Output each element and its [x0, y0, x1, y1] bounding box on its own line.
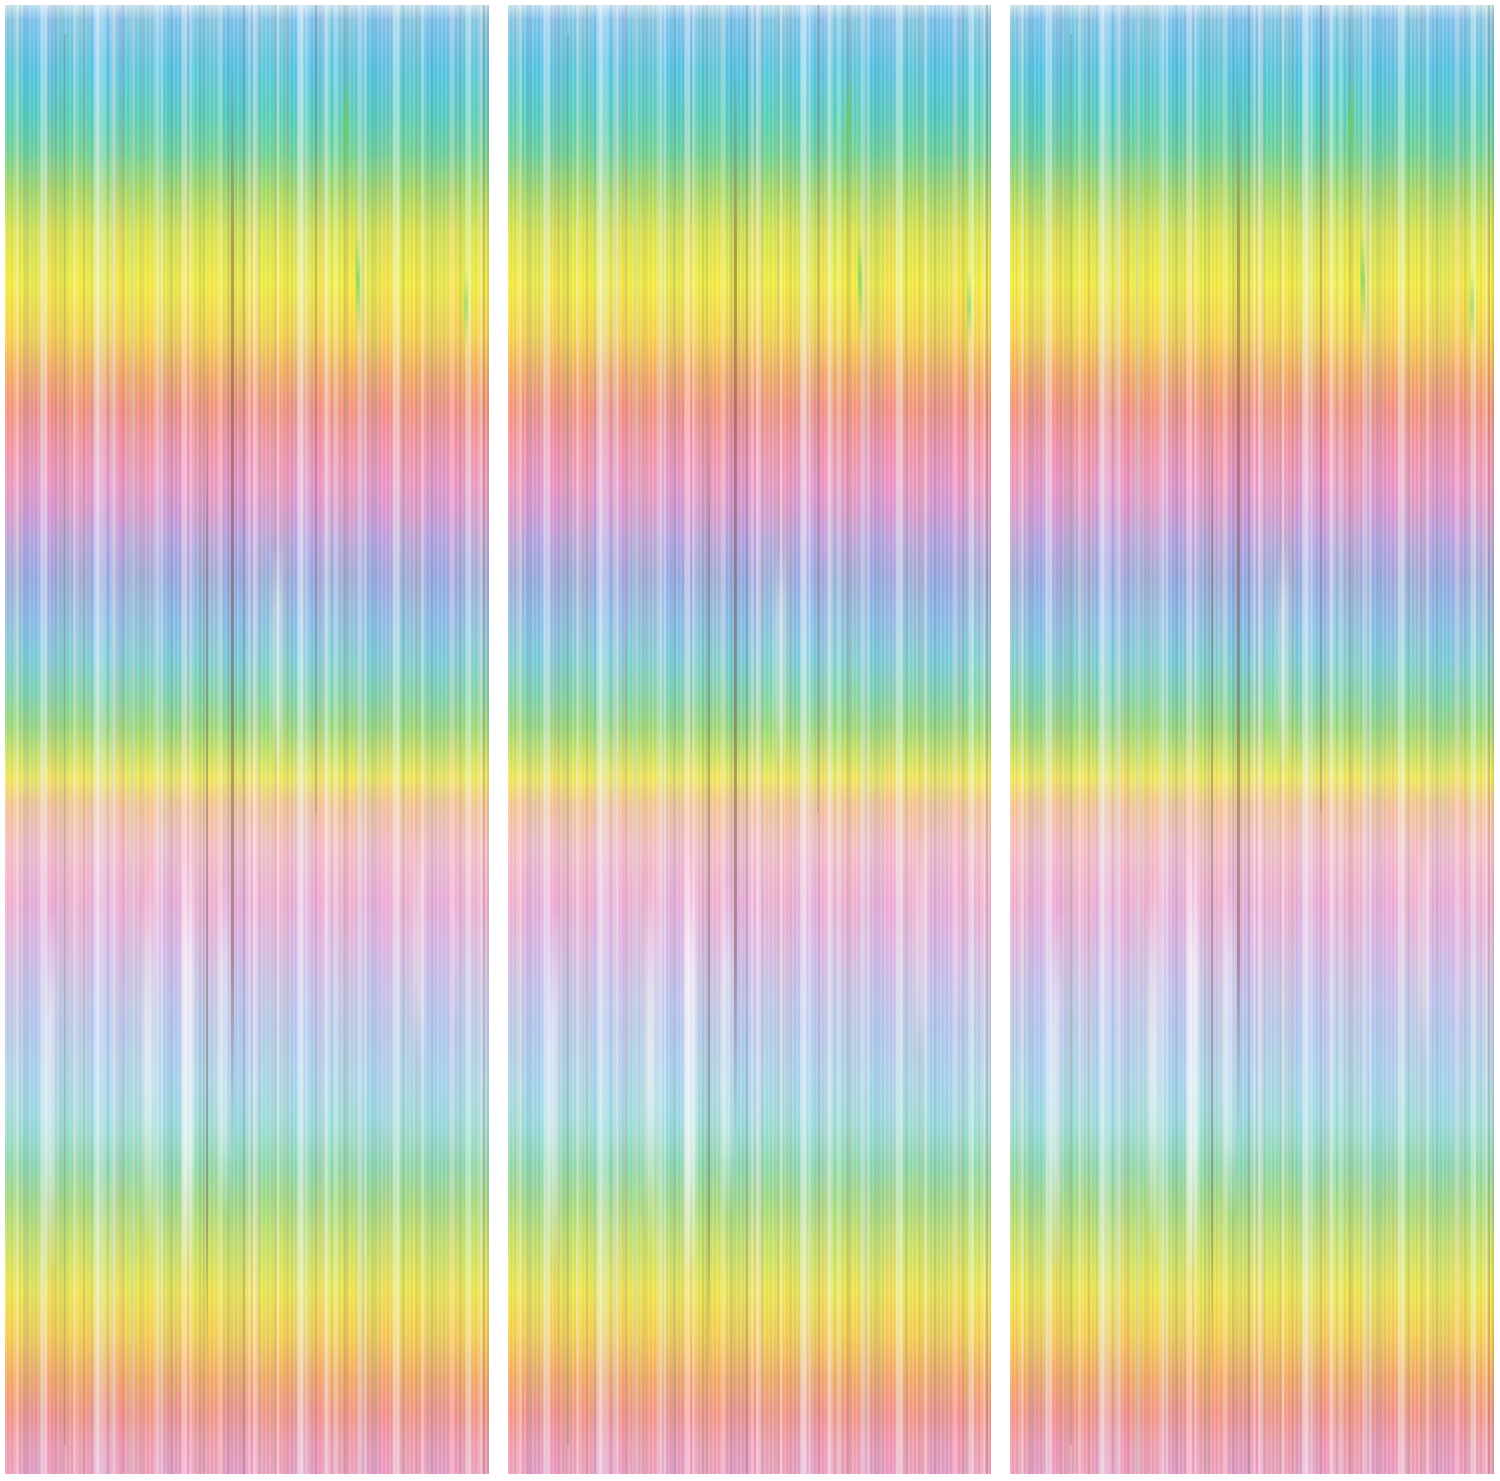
foil-reflection-highlight [1039, 915, 1093, 1269]
fold-crease-line [734, 49, 738, 1151]
foil-reflection-highlight [1266, 548, 1311, 769]
fringe-strands-texture [5, 5, 489, 1474]
fold-crease-line [64, 34, 67, 1445]
fold-crease-line [1069, 34, 1072, 1445]
fringe-strands-texture [507, 5, 992, 1474]
fold-crease-line [1319, 5, 1322, 813]
foil-reflection-highlight [904, 827, 963, 1063]
fold-crease-line [1236, 49, 1240, 1151]
fold-crease-line [708, 328, 711, 1386]
foil-reflection-highlight [130, 857, 218, 1269]
fringe-strands-texture [1010, 5, 1495, 1474]
curtain-panel-2 [507, 5, 992, 1474]
foil-reflection-highlight [536, 915, 590, 1269]
fold-crease-line [314, 5, 317, 813]
flipped-strand-notch [464, 269, 469, 343]
foil-reflection-highlight [208, 886, 247, 1210]
fold-crease-line [205, 328, 208, 1386]
foil-reflection-highlight [1406, 827, 1465, 1063]
foil-reflection-highlight [34, 915, 88, 1269]
foil-sheen-overlay [1010, 5, 1495, 1474]
fold-crease-line [231, 49, 235, 1151]
foil-reflection-highlight [764, 548, 808, 769]
foil-reflection-highlight [261, 548, 305, 769]
fold-crease-line [567, 34, 570, 1445]
fold-crease-line [817, 5, 820, 813]
flipped-strand-notch [1469, 269, 1474, 343]
foil-sheen-overlay [507, 5, 992, 1474]
curtain-panel-1 [5, 5, 489, 1474]
fold-crease-line [1211, 328, 1214, 1386]
foil-sheen-overlay [5, 5, 489, 1474]
foil-reflection-highlight [633, 857, 721, 1269]
flipped-strand-notch [967, 269, 972, 343]
foil-reflection-highlight [1213, 886, 1253, 1210]
foil-reflection-highlight [401, 827, 460, 1063]
foil-reflection-highlight [1136, 857, 1224, 1269]
foil-reflection-highlight [710, 886, 750, 1210]
curtain-panel-3 [1010, 5, 1495, 1474]
